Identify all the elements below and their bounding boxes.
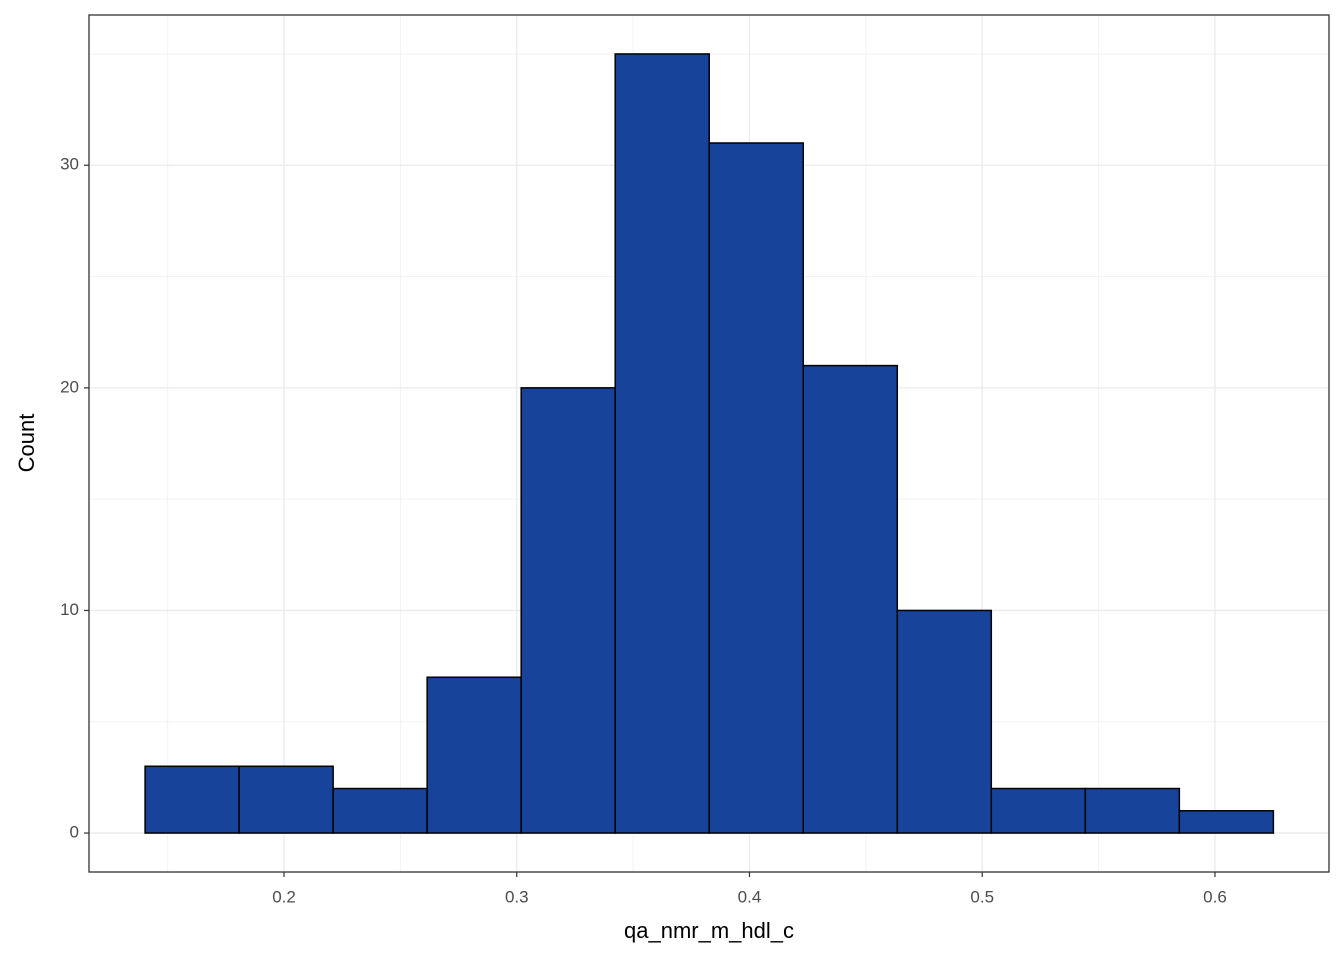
x-tick-label: 0.5 [970, 887, 994, 906]
x-tick-label: 0.2 [272, 887, 296, 906]
bar [238, 765, 334, 834]
bar [614, 53, 710, 834]
y-tick-label: 30 [60, 155, 79, 174]
bar [1178, 810, 1275, 834]
bar [896, 609, 993, 834]
y-tick-label: 20 [60, 377, 79, 396]
x-tick-label: 0.3 [505, 887, 529, 906]
bar [520, 387, 616, 834]
plot-border [88, 14, 1330, 873]
bar [802, 364, 899, 834]
y-tick-label: 0 [70, 823, 79, 842]
bar [426, 676, 522, 834]
bar [1084, 787, 1181, 834]
bar [332, 787, 428, 834]
bar [990, 787, 1087, 834]
bar [144, 765, 240, 834]
bar [708, 142, 805, 834]
y-axis-label: Count [14, 414, 39, 473]
x-tick-label: 0.6 [1203, 887, 1227, 906]
x-tick-label: 0.4 [738, 887, 762, 906]
y-tick-label: 10 [60, 600, 79, 619]
x-axis-label: qa_nmr_m_hdl_c [624, 918, 794, 943]
